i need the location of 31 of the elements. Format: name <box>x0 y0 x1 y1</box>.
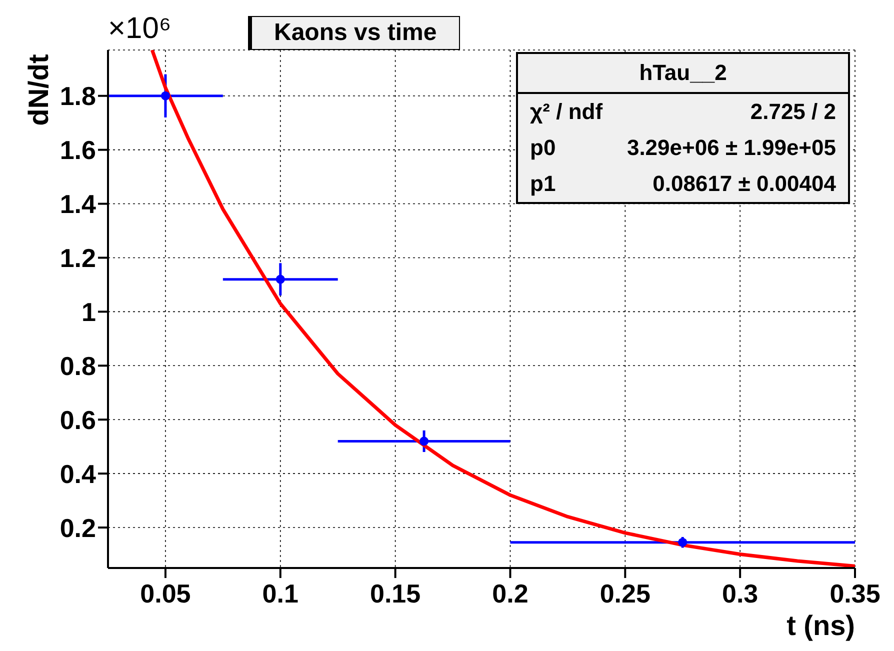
x-tick-label: 0.15 <box>370 578 421 608</box>
y-tick-label: 1.2 <box>60 242 96 273</box>
y-tick-label: 0.4 <box>60 458 97 489</box>
x-axis-title: t (ns) <box>786 610 855 641</box>
annotation: 0.08617 ± 0.00404 <box>652 171 836 197</box>
y-axis-title: dN/dt <box>22 54 54 126</box>
x-tick-label: 0.25 <box>600 578 650 608</box>
point <box>678 538 688 547</box>
annotation: 3.29e+06 ± 1.99e+05 <box>626 135 836 161</box>
annotation: p1 <box>530 171 556 197</box>
y-tick-label: 1.8 <box>60 81 96 112</box>
point <box>420 436 429 446</box>
y-tick-label: 0.2 <box>60 512 96 543</box>
y-tick-label: 0.6 <box>60 404 96 435</box>
y-tick-label: 1 <box>82 296 96 327</box>
chart-title: Kaons vs time <box>248 16 460 50</box>
point <box>276 274 285 284</box>
x-tick-label: 0.3 <box>722 578 758 608</box>
annotation: χ² / ndf <box>530 99 603 125</box>
annotation: p0 <box>530 135 556 161</box>
y-tick-label: 0.8 <box>60 350 96 381</box>
annotation: hTau__2 <box>518 54 848 94</box>
annotation: 2.725 / 2 <box>750 99 836 125</box>
x-tick-label: 0.05 <box>140 578 191 608</box>
y-tick-label: 1.6 <box>60 135 96 166</box>
point <box>160 91 170 100</box>
y-tick-label: 1.4 <box>60 189 97 220</box>
x-tick-label: 0.35 <box>830 578 880 608</box>
x-tick-label: 0.2 <box>492 578 528 608</box>
text: ×10⁶ <box>108 12 172 46</box>
x-tick-label: 0.1 <box>262 578 298 608</box>
